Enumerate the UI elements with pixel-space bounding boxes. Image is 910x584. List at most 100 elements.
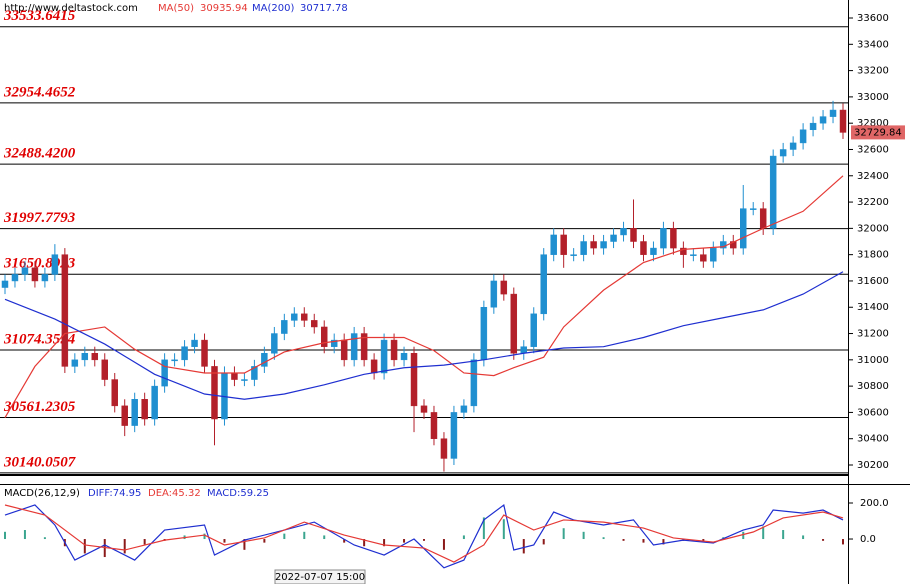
candle-body [540,254,547,315]
candle-body [680,247,687,255]
price-tag [851,125,905,140]
candle-body [71,359,79,367]
candle-body [789,142,797,150]
candle-body [360,333,368,361]
candle-body [121,405,128,426]
candle-body [380,339,388,374]
candle-body [400,353,408,361]
candle-body [710,247,717,262]
y-tick-label: 30600 [857,407,889,418]
candle-body [291,313,298,321]
candle-body [171,359,178,362]
candle-body [141,399,148,420]
level-label: 30561.2305 [3,399,76,415]
candle-body [261,353,268,367]
candle-body [91,353,99,361]
candle-body [320,326,328,347]
legend-entry: MACD:59.25 [207,488,269,499]
macd-title: MACD(26,12,9) [4,488,80,499]
candle-body [370,359,378,374]
candle-body [281,320,288,334]
candle-body [51,254,59,275]
candle-body [430,412,438,439]
level-label: 31997.7793 [3,210,76,226]
y-tick-label: 0.0 [860,534,876,545]
candle-body [241,379,248,381]
candle-body [550,234,557,255]
y-tick-label: 32600 [857,144,889,155]
candle-body [620,228,627,236]
price-tag-label: 32729.84 [854,127,902,138]
candle-body [201,339,208,367]
legend-value: 30717.78 [300,3,348,14]
y-tick-label: 31000 [857,355,889,366]
candle-body [1,280,9,288]
candle-body [81,353,89,361]
y-tick-label: 32400 [857,171,889,182]
legend-name: MA(50) [158,3,194,14]
candle-body [630,228,637,242]
candle-body [839,109,847,133]
candle-body [809,122,817,131]
y-tick-label: 31800 [857,250,889,261]
candle-body [11,274,19,282]
candle-body [101,359,108,380]
legend-name: MA(200) [252,3,294,14]
candle-body [271,333,278,354]
candle-body [21,267,29,275]
candle-body [779,149,787,157]
y-tick-label: 31400 [857,302,889,313]
level-label: 33533.6415 [3,8,76,24]
ma-line [4,175,844,418]
candle-body [510,293,518,354]
candle-body [650,247,657,255]
candle-body [799,129,807,144]
candle-body [251,366,258,380]
candle-body [769,155,777,229]
candle-body [530,313,537,347]
candle-body [660,228,667,249]
y-tick-label: 32800 [857,118,889,129]
legend-entry: DIFF:74.95 [88,488,141,499]
legend-value: 30935.94 [200,3,248,14]
candle-body [311,320,318,328]
candle-body [580,241,587,255]
candle-body [590,241,597,249]
candle-body [560,234,567,255]
candle-body [610,234,617,242]
candle-body [301,313,308,321]
y-tick-label: 31600 [857,276,889,287]
ma-line [4,271,844,400]
macd-line [4,503,844,569]
legend-entry: DEA:45.32 [148,488,201,499]
candle-body [340,339,348,361]
candle-body [490,280,498,308]
candle-body [500,280,508,295]
candle-body [420,405,428,413]
candle-body [191,339,198,347]
y-tick-label: 30800 [857,381,889,392]
candle-body [640,241,647,255]
y-tick-label: 33600 [857,13,889,24]
candle-body [61,254,69,367]
macd-line [4,504,844,563]
source: http://www.deltastock.com [4,3,138,14]
candle-body [460,405,468,413]
cursor-box [274,569,366,584]
candle-body [181,346,188,361]
candle-body [131,399,138,426]
candle-body [231,372,238,380]
y-tick-label: 31200 [857,329,889,340]
candle-body [670,228,677,249]
y-tick-label: 33200 [857,66,889,77]
candle-body [690,254,697,256]
level-label: 31074.3594 [3,331,76,347]
y-tick-label: 32000 [857,223,889,234]
level-label: 30140.0507 [3,454,76,470]
candle-body [440,438,448,459]
y-tick-label: 200.0 [860,498,889,509]
candle-body [570,254,577,256]
candle-body [151,385,158,420]
